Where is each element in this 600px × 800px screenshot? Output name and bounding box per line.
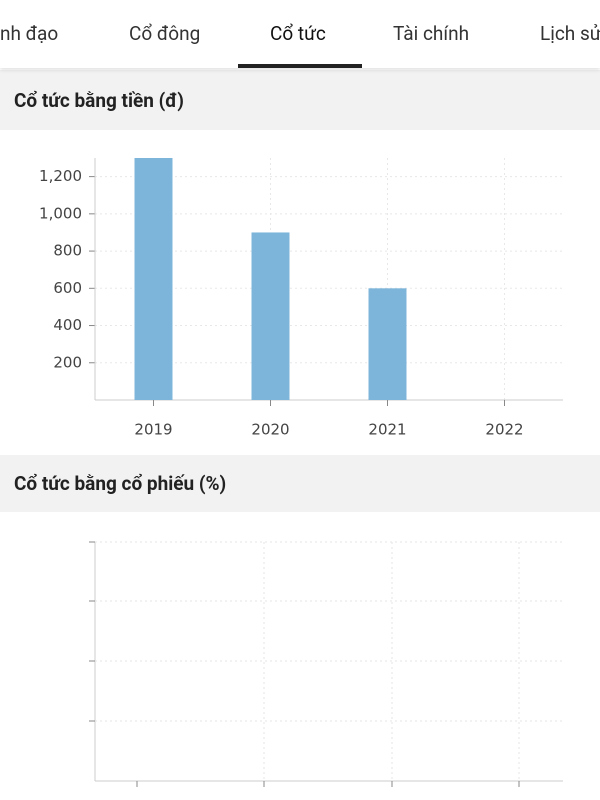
x-tick-label: 2021 — [368, 421, 406, 439]
tab[interactable]: Cổ đông — [129, 22, 201, 45]
y-tick-label: 800 — [53, 242, 82, 260]
section-title: Cổ tức bằng tiền (đ) — [14, 89, 184, 112]
section-title: Cổ tức bằng cổ phiếu (%) — [14, 472, 227, 495]
bar — [134, 158, 173, 400]
section-header: Cổ tức bằng tiền (đ) — [0, 70, 600, 130]
y-tick-label: 1,200 — [39, 167, 82, 185]
x-tick-label: 2019 — [134, 421, 172, 439]
bar — [368, 288, 407, 400]
y-tick-label: 600 — [53, 279, 82, 297]
y-tick-label: 200 — [53, 353, 82, 371]
tab[interactable]: Cổ tức — [270, 22, 326, 45]
y-tick-label: 1,000 — [39, 204, 82, 222]
tab[interactable]: Lịch sử — [540, 22, 600, 45]
section-header: Cổ tức bằng cổ phiếu (%) — [0, 455, 600, 512]
bar — [251, 232, 290, 400]
y-tick-label: 400 — [53, 316, 82, 334]
active-indicator — [238, 64, 362, 68]
tab[interactable]: Tài chính — [393, 22, 470, 45]
x-tick-label: 2022 — [485, 421, 523, 439]
tab[interactable]: nh đạo — [0, 22, 59, 45]
tab-bar: nh đạo Cổ đông Cổ tức Tài chính Lịch sử — [0, 0, 600, 68]
empty-chart — [89, 541, 563, 787]
x-tick-label: 2020 — [251, 421, 289, 439]
